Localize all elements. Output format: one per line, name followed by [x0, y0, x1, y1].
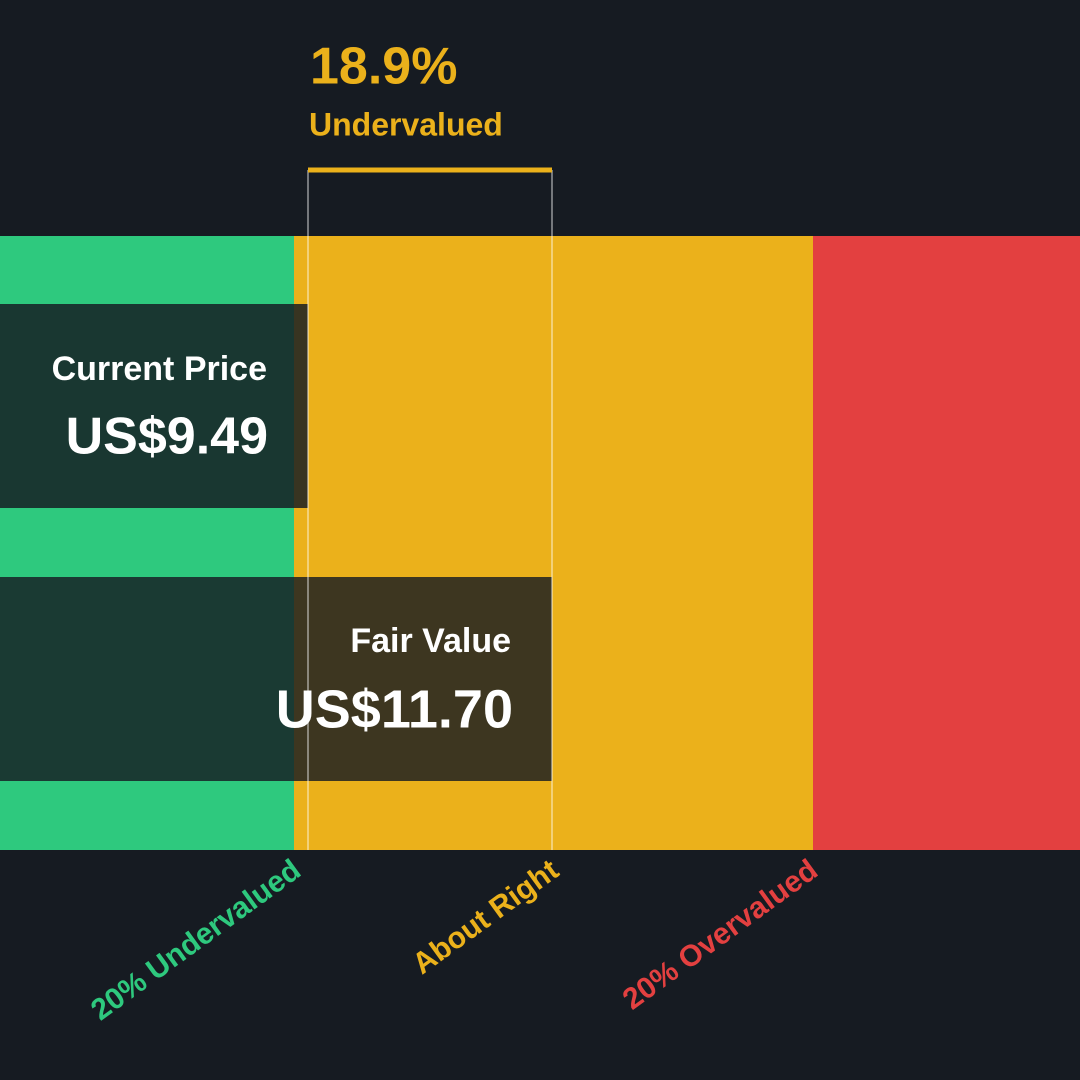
- discount-value: 18.9%: [310, 38, 457, 96]
- fair-value-value: US$11.70: [276, 679, 513, 739]
- current-price-value: US$9.49: [66, 408, 268, 466]
- current-price-label: Current Price: [52, 350, 267, 388]
- current-price-box: [0, 304, 308, 508]
- fair-value-box: [0, 577, 552, 781]
- overvalued-zone: [813, 236, 1080, 850]
- discount-label: Undervalued: [309, 106, 503, 142]
- fair-value-label: Fair Value: [350, 622, 511, 660]
